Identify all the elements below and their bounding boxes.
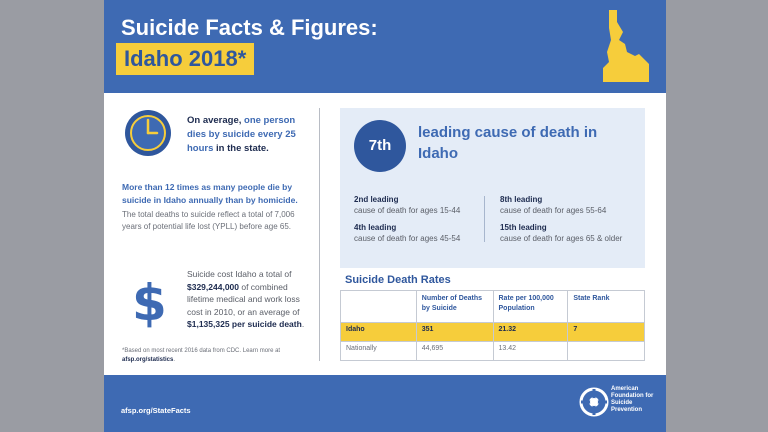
header-banner: Suicide Facts & Figures: Idaho 2018* (104, 0, 666, 93)
page-title: Suicide Facts & Figures: (121, 15, 378, 40)
table-cell: 13.42 (492, 341, 569, 361)
homicide-comparison: More than 12 times as many people die by… (122, 182, 298, 205)
rank-item-desc: cause of death for ages 45-54 (354, 234, 461, 243)
rank-divider (484, 196, 485, 242)
dollar-icon: $ (132, 274, 167, 332)
rank-item: 15th leading cause of death for ages 65 … (500, 222, 622, 244)
cost-statement: Suicide cost Idaho a total of $329,244,0… (187, 268, 307, 331)
rank-item-lead: 8th leading (500, 195, 543, 204)
footnote: *Based on most recent 2016 data from CDC… (122, 347, 322, 365)
cost-part3: . (301, 319, 305, 329)
table-cell: Nationally (340, 341, 417, 361)
average-prefix: On average, (187, 115, 245, 126)
rank-badge: 7th (354, 120, 406, 172)
table-row: Nationally 44,695 13.42 (340, 341, 645, 361)
infographic-card: Suicide Facts & Figures: Idaho 2018* On … (104, 0, 666, 432)
rates-title: Suicide Death Rates (345, 274, 451, 286)
idaho-state-shape-icon (603, 10, 649, 82)
rank-item: 2nd leading cause of death for ages 15-4… (354, 194, 460, 216)
table-row: Idaho 351 21.32 7 (340, 322, 645, 342)
table-header-cell: Number of Deaths by Suicide (415, 290, 494, 323)
rank-title: leading cause of death in Idaho (418, 124, 598, 162)
cost-part2: of combined lifetime medical and work lo… (187, 281, 300, 317)
clock-icon (125, 110, 171, 156)
ypll-statement: The total deaths to suicide reflect a to… (122, 210, 295, 231)
table-cell: 351 (415, 322, 494, 342)
table-cell: 7 (567, 322, 645, 342)
cost-amount-average: $1,135,325 per suicide death (187, 319, 302, 329)
rank-item-desc: cause of death for ages 55-64 (500, 206, 607, 215)
footnote-text: *Based on most recent 2016 data from CDC… (122, 348, 281, 354)
rates-table: Number of Deaths by Suicide Rate per 100… (340, 290, 645, 361)
footnote-end: . (173, 357, 176, 363)
table-cell: 44,695 (415, 341, 494, 361)
afsp-org-name: American Foundation for Suicide Preventi… (611, 386, 654, 413)
average-suffix: in the state. (213, 143, 269, 154)
average-highlight: one person dies by suicide every 25 hour… (187, 115, 296, 154)
footnote-link[interactable]: afsp.org/statistics (122, 357, 174, 363)
rank-item-desc: cause of death for ages 65 & older (500, 234, 623, 243)
footer-link[interactable]: afsp.org/StateFacts (121, 406, 191, 415)
cost-amount-total: $329,244,000 (187, 281, 239, 292)
cost-part1: Suicide cost Idaho a total of (187, 269, 292, 279)
column-divider (319, 108, 320, 361)
page-subtitle: Idaho 2018* (116, 43, 255, 75)
table-header-row: Number of Deaths by Suicide Rate per 100… (340, 290, 645, 323)
table-header-cell: State Rank (567, 290, 645, 323)
rank-item: 4th leading cause of death for ages 45-5… (354, 222, 460, 244)
table-cell (567, 341, 645, 361)
rank-item-desc: cause of death for ages 15-44 (354, 206, 461, 215)
rank-item: 8th leading cause of death for ages 55-6… (500, 194, 606, 216)
rank-item-lead: 2nd leading (354, 195, 399, 204)
rank-item-lead: 4th leading (354, 223, 397, 232)
table-header-cell: Rate per 100,000 Population (492, 290, 569, 323)
table-cell: Idaho (340, 322, 417, 342)
rank-item-lead: 15th leading (500, 223, 547, 232)
afsp-logo-icon (579, 387, 609, 417)
footer-banner: afsp.org/StateFacts American Foundation … (104, 375, 666, 432)
table-header-cell (340, 290, 417, 323)
average-statement: On average, one person dies by suicide e… (187, 114, 307, 156)
table-cell: 21.32 (492, 322, 569, 342)
